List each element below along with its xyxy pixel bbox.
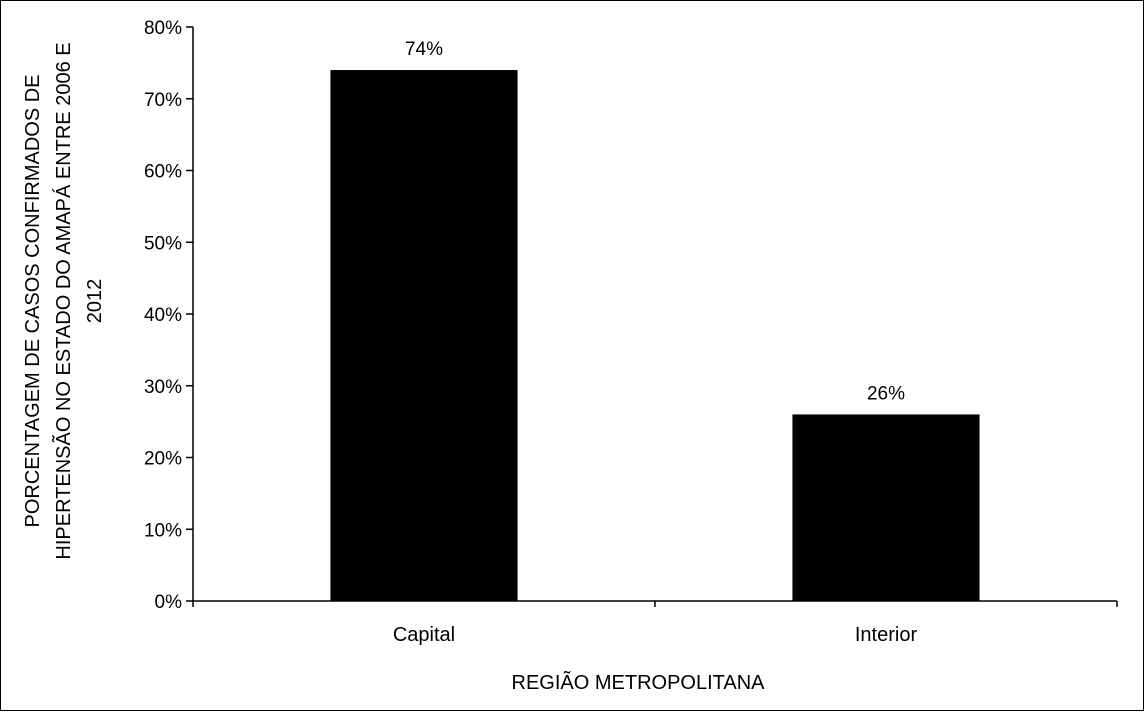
data-labels: 74% 26%: [405, 39, 905, 404]
bar: [330, 70, 518, 602]
x-category-label: Interior: [855, 624, 918, 646]
x-axis-title: REGIÃO METROPOLITANA: [512, 670, 766, 694]
y-tick-label: 20%: [144, 449, 182, 470]
y-axis-title: PORCENTAGEM DE CASOS CONFIRMADOS DE HIPER…: [22, 42, 106, 559]
bar-value-label: 26%: [867, 383, 905, 404]
bars: [330, 70, 980, 602]
x-category-label: Capital: [393, 624, 455, 646]
y-tick-label: 40%: [144, 305, 182, 326]
bar-value-label: 74%: [405, 39, 443, 60]
y-axis: 0% 10% 20% 30% 40% 50% 60% 70% 80%: [144, 18, 194, 613]
y-tick-label: 70%: [144, 90, 182, 111]
y-tick-label: 0%: [155, 592, 183, 613]
x-axis: Capital Interior: [192, 600, 1118, 646]
y-axis-title-line: 2012: [84, 279, 106, 324]
y-tick-label: 10%: [144, 520, 182, 541]
y-tick-label: 50%: [144, 233, 182, 254]
y-axis-title-line: PORCENTAGEM DE CASOS CONFIRMADOS DE: [22, 74, 44, 527]
y-tick-label: 30%: [144, 377, 182, 398]
y-tick-label: 60%: [144, 162, 182, 183]
y-tick-label: 80%: [144, 18, 182, 39]
bar: [792, 414, 980, 601]
y-axis-title-line: HIPERTENSÃO NO ESTADO DO AMAPÁ ENTRE 200…: [51, 42, 75, 559]
